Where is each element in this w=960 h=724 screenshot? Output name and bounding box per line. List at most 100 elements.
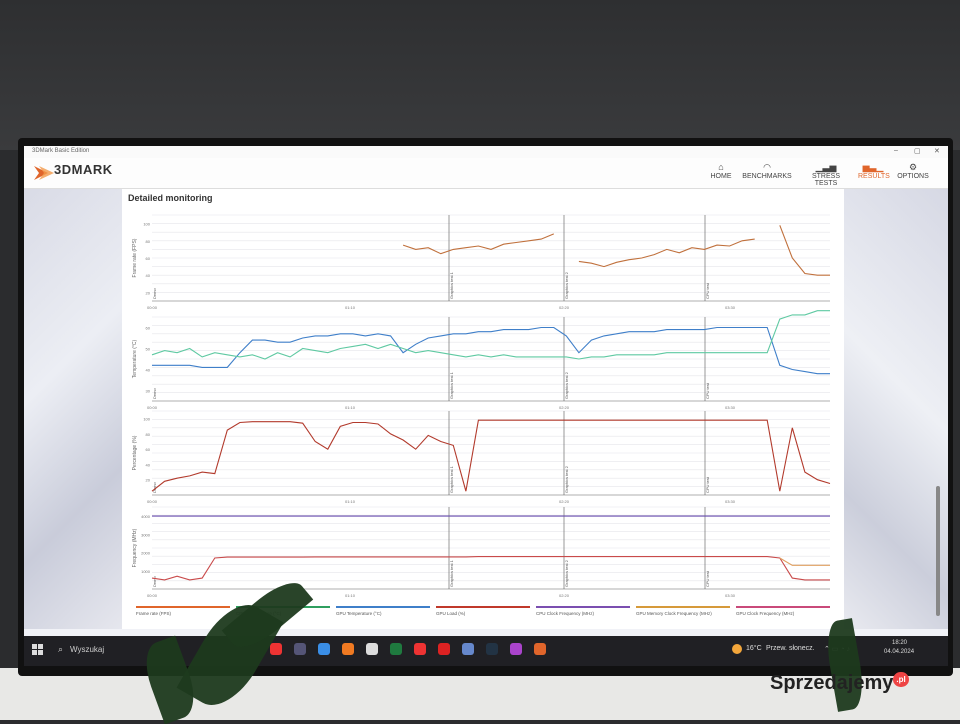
phase-label: Demo [152,288,157,299]
detailed-monitoring-panel: Detailed monitoring 100 80 60 40 20 Frame rat… [122,189,844,629]
phase-label: Graphics test 2 [564,371,569,399]
legend-label: GPU Memory Clock Frequency (MHz) [636,611,712,616]
nav-home[interactable]: ⌂ HOME [708,162,734,180]
nav-results[interactable]: ▅▃▁ RESULTS [858,162,890,180]
legend-label: CPU Clock Frequency (MHz) [536,611,595,616]
y-tick-label: 40 [146,462,151,467]
x-tick-label: 03:30 [725,405,736,410]
y-axis-label: Temperature (°C) [132,339,138,378]
nav-stress-tests[interactable]: ▁▃▅ STRESS TESTS [800,162,852,187]
maximize-icon[interactable]: ▢ [914,148,921,155]
x-tick-label: 02:20 [559,593,570,598]
monitoring-charts: 100 80 60 40 20 Frame rate (FPS) 00:00 01:10 02:… [132,214,831,616]
watermark-text: Sprzedajemy [770,672,894,694]
panel-title: Detailed monitoring [128,193,213,203]
3dmark-app-icon[interactable] [534,643,546,655]
window-titlebar: 3DMark Basic Edition – ▢ ✕ [24,146,948,158]
screen: 3DMark Basic Edition – ▢ ✕ 3DMARK ⌂ HOME… [24,146,948,666]
gear-icon: ⚙ [908,162,918,172]
weather-temp[interactable]: 16°C [746,645,762,652]
y-tick-label: 80 [146,239,151,244]
y-tick-label: 100 [143,417,150,422]
x-tick-label: 01:10 [345,405,356,410]
y-axis-label: Percentage (%) [132,435,138,470]
youtube-icon[interactable] [414,643,426,655]
opera-icon[interactable] [270,643,282,655]
nav-options-label: OPTIONS [897,173,929,180]
excel-icon[interactable] [390,643,402,655]
settings-app-icon[interactable] [462,643,474,655]
y-axis-label: Frame rate (FPS) [132,238,138,277]
y-tick-label: 2000 [141,551,151,556]
y-tick-label: 20 [146,478,151,483]
phase-label: Graphics test 1 [449,559,454,587]
x-tick-label: 02:20 [559,499,570,504]
series-line [779,557,830,566]
watermark-suffix: .pl [893,672,909,687]
legend-label: Frame rate (FPS) [136,611,172,616]
legend-label: GPU Load (%) [436,611,466,616]
weather-icon[interactable] [732,644,742,654]
series-line [152,326,830,375]
phase-label: Demo [152,388,157,399]
series-line [151,419,831,492]
phase-label: Demo [152,576,157,587]
edge-icon[interactable] [318,643,330,655]
app-icon[interactable] [510,643,522,655]
y-tick-label: 1000 [141,569,151,574]
y-tick-label: 20 [146,290,151,295]
phase-label: Graphics test 2 [564,465,569,493]
weather-desc[interactable]: Przew. słonecz. [766,645,815,652]
nav-benchmarks[interactable]: ◠ BENCHMARKS [742,162,792,180]
nav-benchmarks-label: BENCHMARKS [742,173,792,180]
minimize-icon[interactable]: – [894,147,898,154]
y-tick-label: 4000 [141,514,151,519]
phase-label: Graphics test 1 [449,465,454,493]
x-tick-label: 01:10 [345,499,356,504]
room-wall [0,0,960,150]
nav-options[interactable]: ⚙ OPTIONS [896,162,930,180]
phase-label: CPU test [705,382,710,399]
bar-chart-icon: ▁▃▅ [815,162,837,172]
y-tick-label: 50 [146,347,151,352]
clock-time[interactable]: 18:20 [892,640,908,646]
x-tick-label: 01:10 [345,305,356,310]
y-tick-label: 60 [146,447,151,452]
firefox-icon[interactable] [342,643,354,655]
close-icon[interactable]: ✕ [934,148,940,155]
gauge-icon: ◠ [763,162,771,172]
watermark: Sprzedajemy .pl [770,672,909,695]
y-tick-label: 60 [146,256,151,261]
x-tick-label: 03:30 [725,305,736,310]
taskbar-search-input[interactable]: Wyszukaj [70,645,105,654]
x-tick-label: 00:00 [147,499,158,504]
series-line [151,556,830,581]
phase-label: Graphics test 2 [564,559,569,587]
3dmark-logo-icon [34,166,54,180]
start-button[interactable] [32,644,44,656]
x-tick-label: 02:20 [559,405,570,410]
opera-gx-icon[interactable] [438,643,450,655]
background-left [24,189,122,629]
search-icon[interactable]: ⌕ [58,644,64,654]
background-right [844,189,948,629]
phase-label: Demo [152,482,157,493]
legend-label: GPU Clock Frequency (MHz) [736,611,795,616]
y-tick-label: 3000 [141,532,151,537]
y-tick-label: 60 [146,326,151,331]
x-tick-label: 00:00 [147,405,158,410]
legend-label: GPU Temperature (°C) [336,611,382,616]
clock-date[interactable]: 04.04.2024 [884,649,915,655]
x-tick-label: 00:00 [147,593,158,598]
home-icon: ⌂ [718,162,724,172]
steam-icon[interactable] [486,643,498,655]
results-icon: ▅▃▁ [862,162,884,172]
store-icon[interactable] [366,643,378,655]
y-tick-label: 80 [146,432,151,437]
scrollbar[interactable] [936,486,940,616]
nav-stress-tests-label: STRESS TESTS [811,173,840,187]
x-tick-label: 01:10 [345,593,356,598]
x-tick-label: 03:30 [725,593,736,598]
task-view-icon[interactable] [294,643,306,655]
window-title: 3DMark Basic Edition [32,148,90,154]
